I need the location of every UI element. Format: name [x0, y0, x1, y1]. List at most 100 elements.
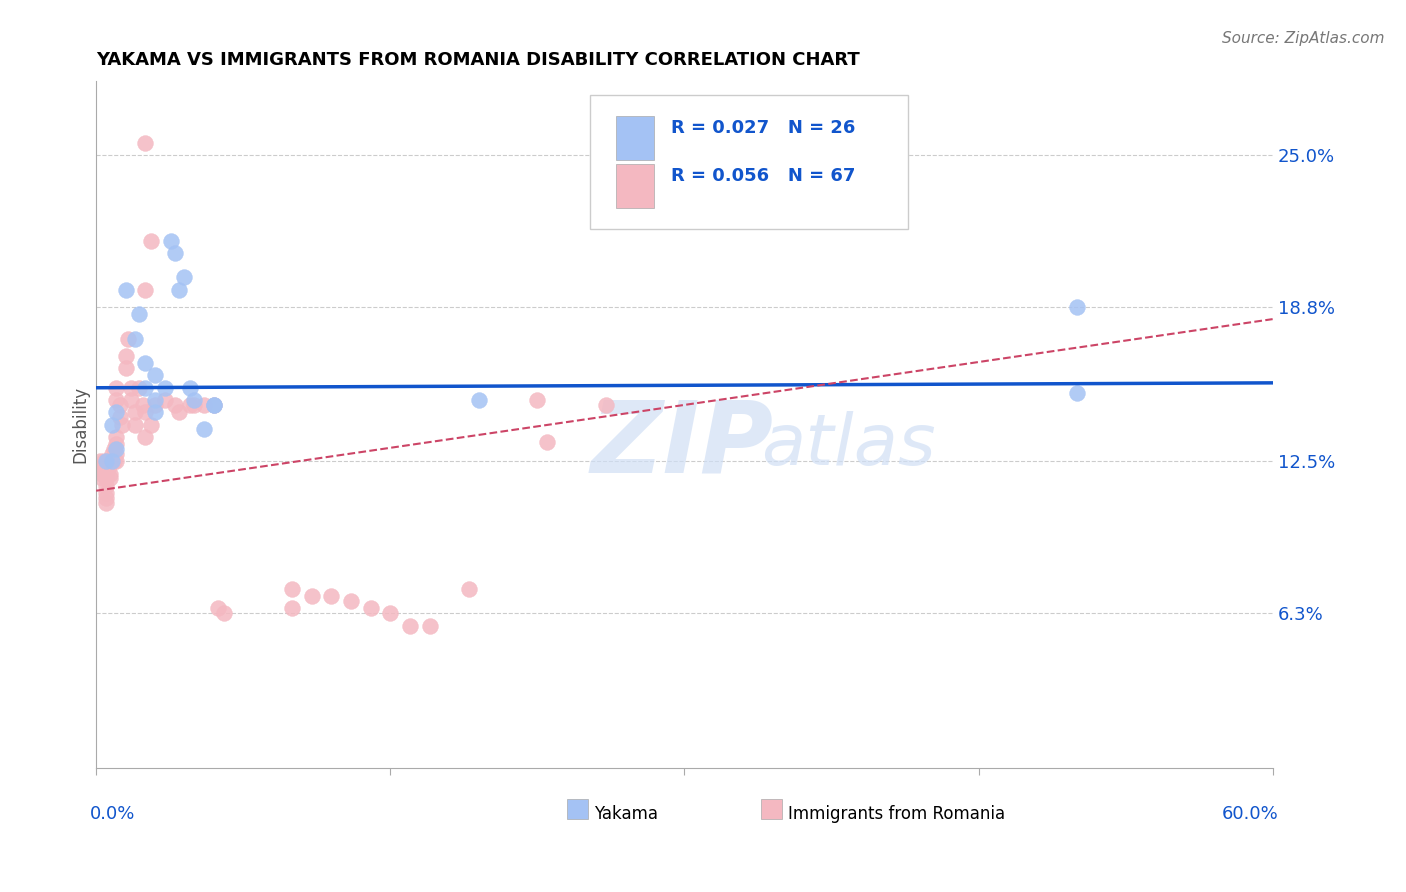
Point: [526, 392, 548, 407]
Point: [202, 398, 225, 412]
Text: Immigrants from Romania: Immigrants from Romania: [787, 805, 1005, 823]
Point: [94, 454, 117, 468]
Point: [104, 454, 127, 468]
Point: [98, 467, 121, 481]
Point: [101, 454, 124, 468]
Point: [94, 479, 117, 493]
Point: [212, 607, 235, 621]
Point: [114, 283, 136, 297]
Point: [124, 332, 146, 346]
Point: [595, 398, 617, 412]
Text: Yakama: Yakama: [593, 805, 658, 823]
Point: [143, 405, 166, 419]
Point: [139, 234, 162, 248]
Point: [193, 398, 215, 412]
Point: [167, 405, 190, 419]
Point: [418, 618, 440, 632]
Point: [134, 356, 156, 370]
Point: [94, 486, 117, 500]
Y-axis label: Disability: Disability: [72, 386, 89, 463]
Point: [101, 447, 124, 461]
Bar: [761, 798, 782, 819]
Point: [91, 467, 114, 481]
Point: [104, 447, 127, 461]
Point: [108, 398, 131, 412]
Text: ZIP: ZIP: [591, 397, 773, 493]
Point: [114, 361, 136, 376]
Bar: [616, 164, 654, 209]
Point: [121, 381, 143, 395]
Point: [163, 398, 186, 412]
Point: [183, 392, 205, 407]
Point: [281, 601, 304, 615]
Point: [167, 283, 190, 297]
Point: [143, 392, 166, 407]
Point: [104, 392, 127, 407]
Point: [111, 417, 134, 432]
Text: YAKAMA VS IMMIGRANTS FROM ROMANIA DISABILITY CORRELATION CHART: YAKAMA VS IMMIGRANTS FROM ROMANIA DISABI…: [96, 51, 860, 69]
Text: R = 0.056   N = 67: R = 0.056 N = 67: [672, 167, 856, 186]
Point: [101, 454, 124, 468]
Point: [104, 437, 127, 451]
Text: 60.0%: 60.0%: [1222, 805, 1278, 823]
Point: [94, 491, 117, 505]
Point: [134, 381, 156, 395]
Point: [132, 398, 155, 412]
Point: [134, 136, 156, 150]
Point: [134, 283, 156, 297]
Point: [97, 454, 120, 468]
Point: [128, 307, 150, 321]
Point: [94, 471, 117, 485]
Text: Source: ZipAtlas.com: Source: ZipAtlas.com: [1222, 31, 1385, 46]
Point: [94, 496, 117, 510]
Point: [1066, 300, 1088, 314]
Point: [124, 417, 146, 432]
Point: [117, 332, 139, 346]
Point: [153, 392, 176, 407]
Text: R = 0.027   N = 26: R = 0.027 N = 26: [672, 120, 856, 137]
Point: [202, 398, 225, 412]
Point: [94, 467, 117, 481]
Point: [103, 442, 125, 456]
Point: [139, 417, 162, 432]
Point: [360, 601, 382, 615]
Point: [103, 454, 125, 468]
Point: [134, 430, 156, 444]
Point: [89, 454, 111, 468]
Point: [467, 392, 489, 407]
Point: [193, 422, 215, 436]
Point: [179, 398, 201, 412]
Point: [1066, 385, 1088, 400]
Point: [457, 582, 479, 596]
Point: [91, 471, 114, 485]
Point: [202, 398, 225, 412]
Point: [93, 454, 115, 468]
Point: [104, 381, 127, 395]
Text: 0.0%: 0.0%: [90, 805, 135, 823]
Point: [128, 381, 150, 395]
Point: [104, 430, 127, 444]
Point: [159, 234, 181, 248]
Point: [380, 607, 402, 621]
Point: [98, 471, 121, 485]
Point: [536, 434, 558, 449]
Point: [108, 410, 131, 425]
Point: [399, 618, 422, 632]
Point: [93, 461, 115, 475]
Point: [97, 461, 120, 475]
Point: [340, 594, 363, 608]
Text: atlas: atlas: [761, 410, 935, 480]
Point: [104, 442, 127, 456]
Bar: [616, 116, 654, 161]
Point: [153, 381, 176, 395]
Point: [101, 417, 124, 432]
Point: [104, 405, 127, 419]
Point: [121, 392, 143, 407]
Point: [89, 461, 111, 475]
Point: [124, 405, 146, 419]
Point: [114, 349, 136, 363]
Point: [179, 381, 201, 395]
Point: [143, 368, 166, 383]
Bar: [567, 798, 588, 819]
Point: [207, 601, 229, 615]
